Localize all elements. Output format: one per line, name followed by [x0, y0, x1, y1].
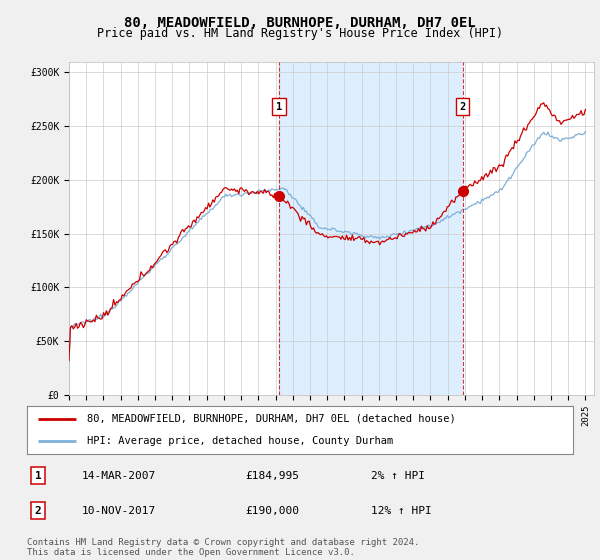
Text: 12% ↑ HPI: 12% ↑ HPI [371, 506, 432, 516]
Text: 14-MAR-2007: 14-MAR-2007 [82, 471, 156, 481]
Text: 1: 1 [276, 102, 282, 112]
Text: 2% ↑ HPI: 2% ↑ HPI [371, 471, 425, 481]
Text: 80, MEADOWFIELD, BURNHOPE, DURHAM, DH7 0EL (detached house): 80, MEADOWFIELD, BURNHOPE, DURHAM, DH7 0… [87, 414, 456, 424]
Text: Contains HM Land Registry data © Crown copyright and database right 2024.
This d: Contains HM Land Registry data © Crown c… [27, 538, 419, 557]
Text: 2: 2 [35, 506, 41, 516]
Text: £184,995: £184,995 [245, 471, 299, 481]
Text: £190,000: £190,000 [245, 506, 299, 516]
Text: HPI: Average price, detached house, County Durham: HPI: Average price, detached house, Coun… [87, 436, 394, 446]
Text: 80, MEADOWFIELD, BURNHOPE, DURHAM, DH7 0EL: 80, MEADOWFIELD, BURNHOPE, DURHAM, DH7 0… [124, 16, 476, 30]
Bar [279, 62, 463, 395]
Text: 10-NOV-2017: 10-NOV-2017 [82, 506, 156, 516]
Text: Price paid vs. HM Land Registry's House Price Index (HPI): Price paid vs. HM Land Registry's House … [97, 27, 503, 40]
Text: 2: 2 [460, 102, 466, 112]
Text: 1: 1 [35, 471, 41, 481]
